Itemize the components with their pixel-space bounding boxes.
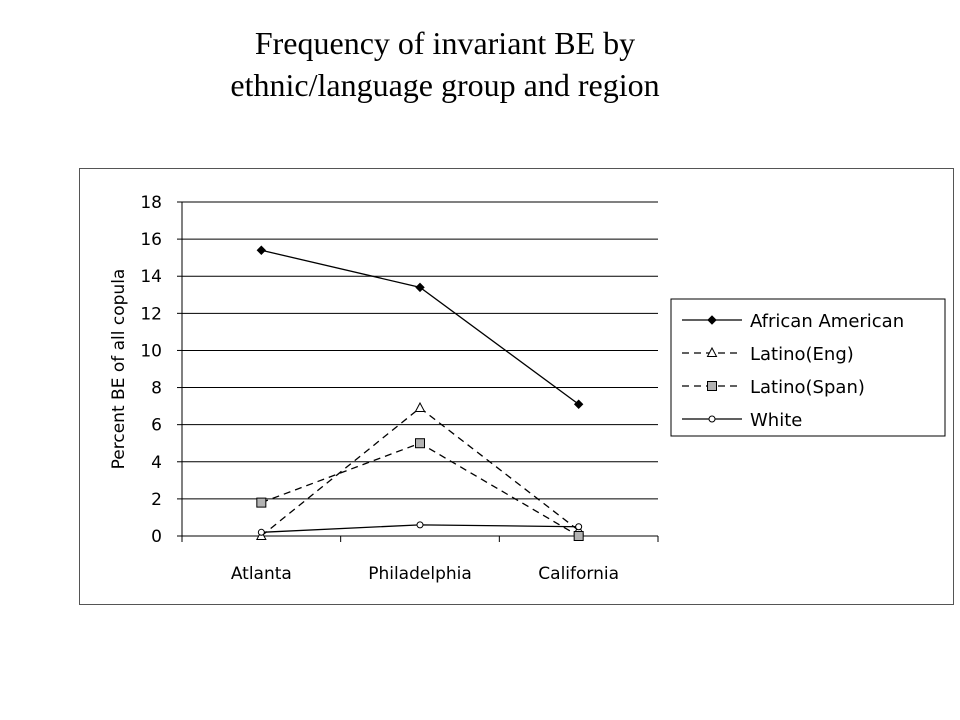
series-line-african-american: [261, 249, 580, 405]
legend-label-latino-eng: Latino(Eng): [750, 344, 854, 365]
chart-title-line-1: Frequency of invariant BE by: [254, 25, 636, 61]
data-point-latino-span-california: [573, 531, 584, 541]
y-tick-label-8: 8: [151, 379, 162, 399]
data-point-white-atlanta: [257, 528, 265, 536]
legend-marker-white: [708, 415, 716, 423]
data-point-white-california: [575, 523, 583, 531]
x-tick-label-atlanta: Atlanta: [231, 564, 292, 584]
y-tick-label-10: 10: [140, 341, 162, 361]
chart-title: Frequency of invariant BE by ethnic/lang…: [120, 22, 770, 106]
legend-marker-latino-span: [707, 381, 717, 391]
data-point-african-american-philadelphia: [415, 282, 425, 293]
y-tick-label-18: 18: [140, 193, 162, 213]
x-tick-label-california: California: [538, 564, 619, 584]
y-tick-label-0: 0: [151, 527, 162, 547]
data-point-latino-eng-philadelphia: [414, 401, 426, 412]
data-point-white-philadelphia: [416, 521, 424, 529]
y-tick-label-16: 16: [140, 230, 162, 250]
data-point-african-american-california: [573, 399, 584, 409]
chart-frame: [79, 168, 954, 605]
y-tick-label-12: 12: [140, 304, 162, 324]
legend-label-african-american: African American: [750, 311, 904, 332]
legend-label-white: White: [750, 410, 802, 431]
y-tick-label-6: 6: [151, 416, 162, 436]
y-tick-label-4: 4: [151, 453, 162, 473]
x-tick-label-philadelphia: Philadelphia: [368, 564, 472, 584]
legend-label-latino-span: Latino(Span): [750, 377, 865, 398]
series-line-latino-eng: [260, 407, 580, 537]
data-point-latino-span-atlanta: [256, 497, 267, 508]
y-tick-label-14: 14: [140, 267, 162, 287]
y-tick-label-2: 2: [151, 490, 162, 510]
data-point-african-american-atlanta: [256, 245, 267, 255]
y-axis-label: Percent BE of all copula: [109, 269, 129, 470]
legend-marker-latino-eng: [706, 346, 718, 357]
data-point-latino-span-philadelphia: [415, 438, 425, 449]
chart-title-line-2: ethnic/language group and region: [230, 67, 660, 103]
legend-marker-african-american: [707, 315, 717, 325]
legend: [670, 298, 946, 437]
